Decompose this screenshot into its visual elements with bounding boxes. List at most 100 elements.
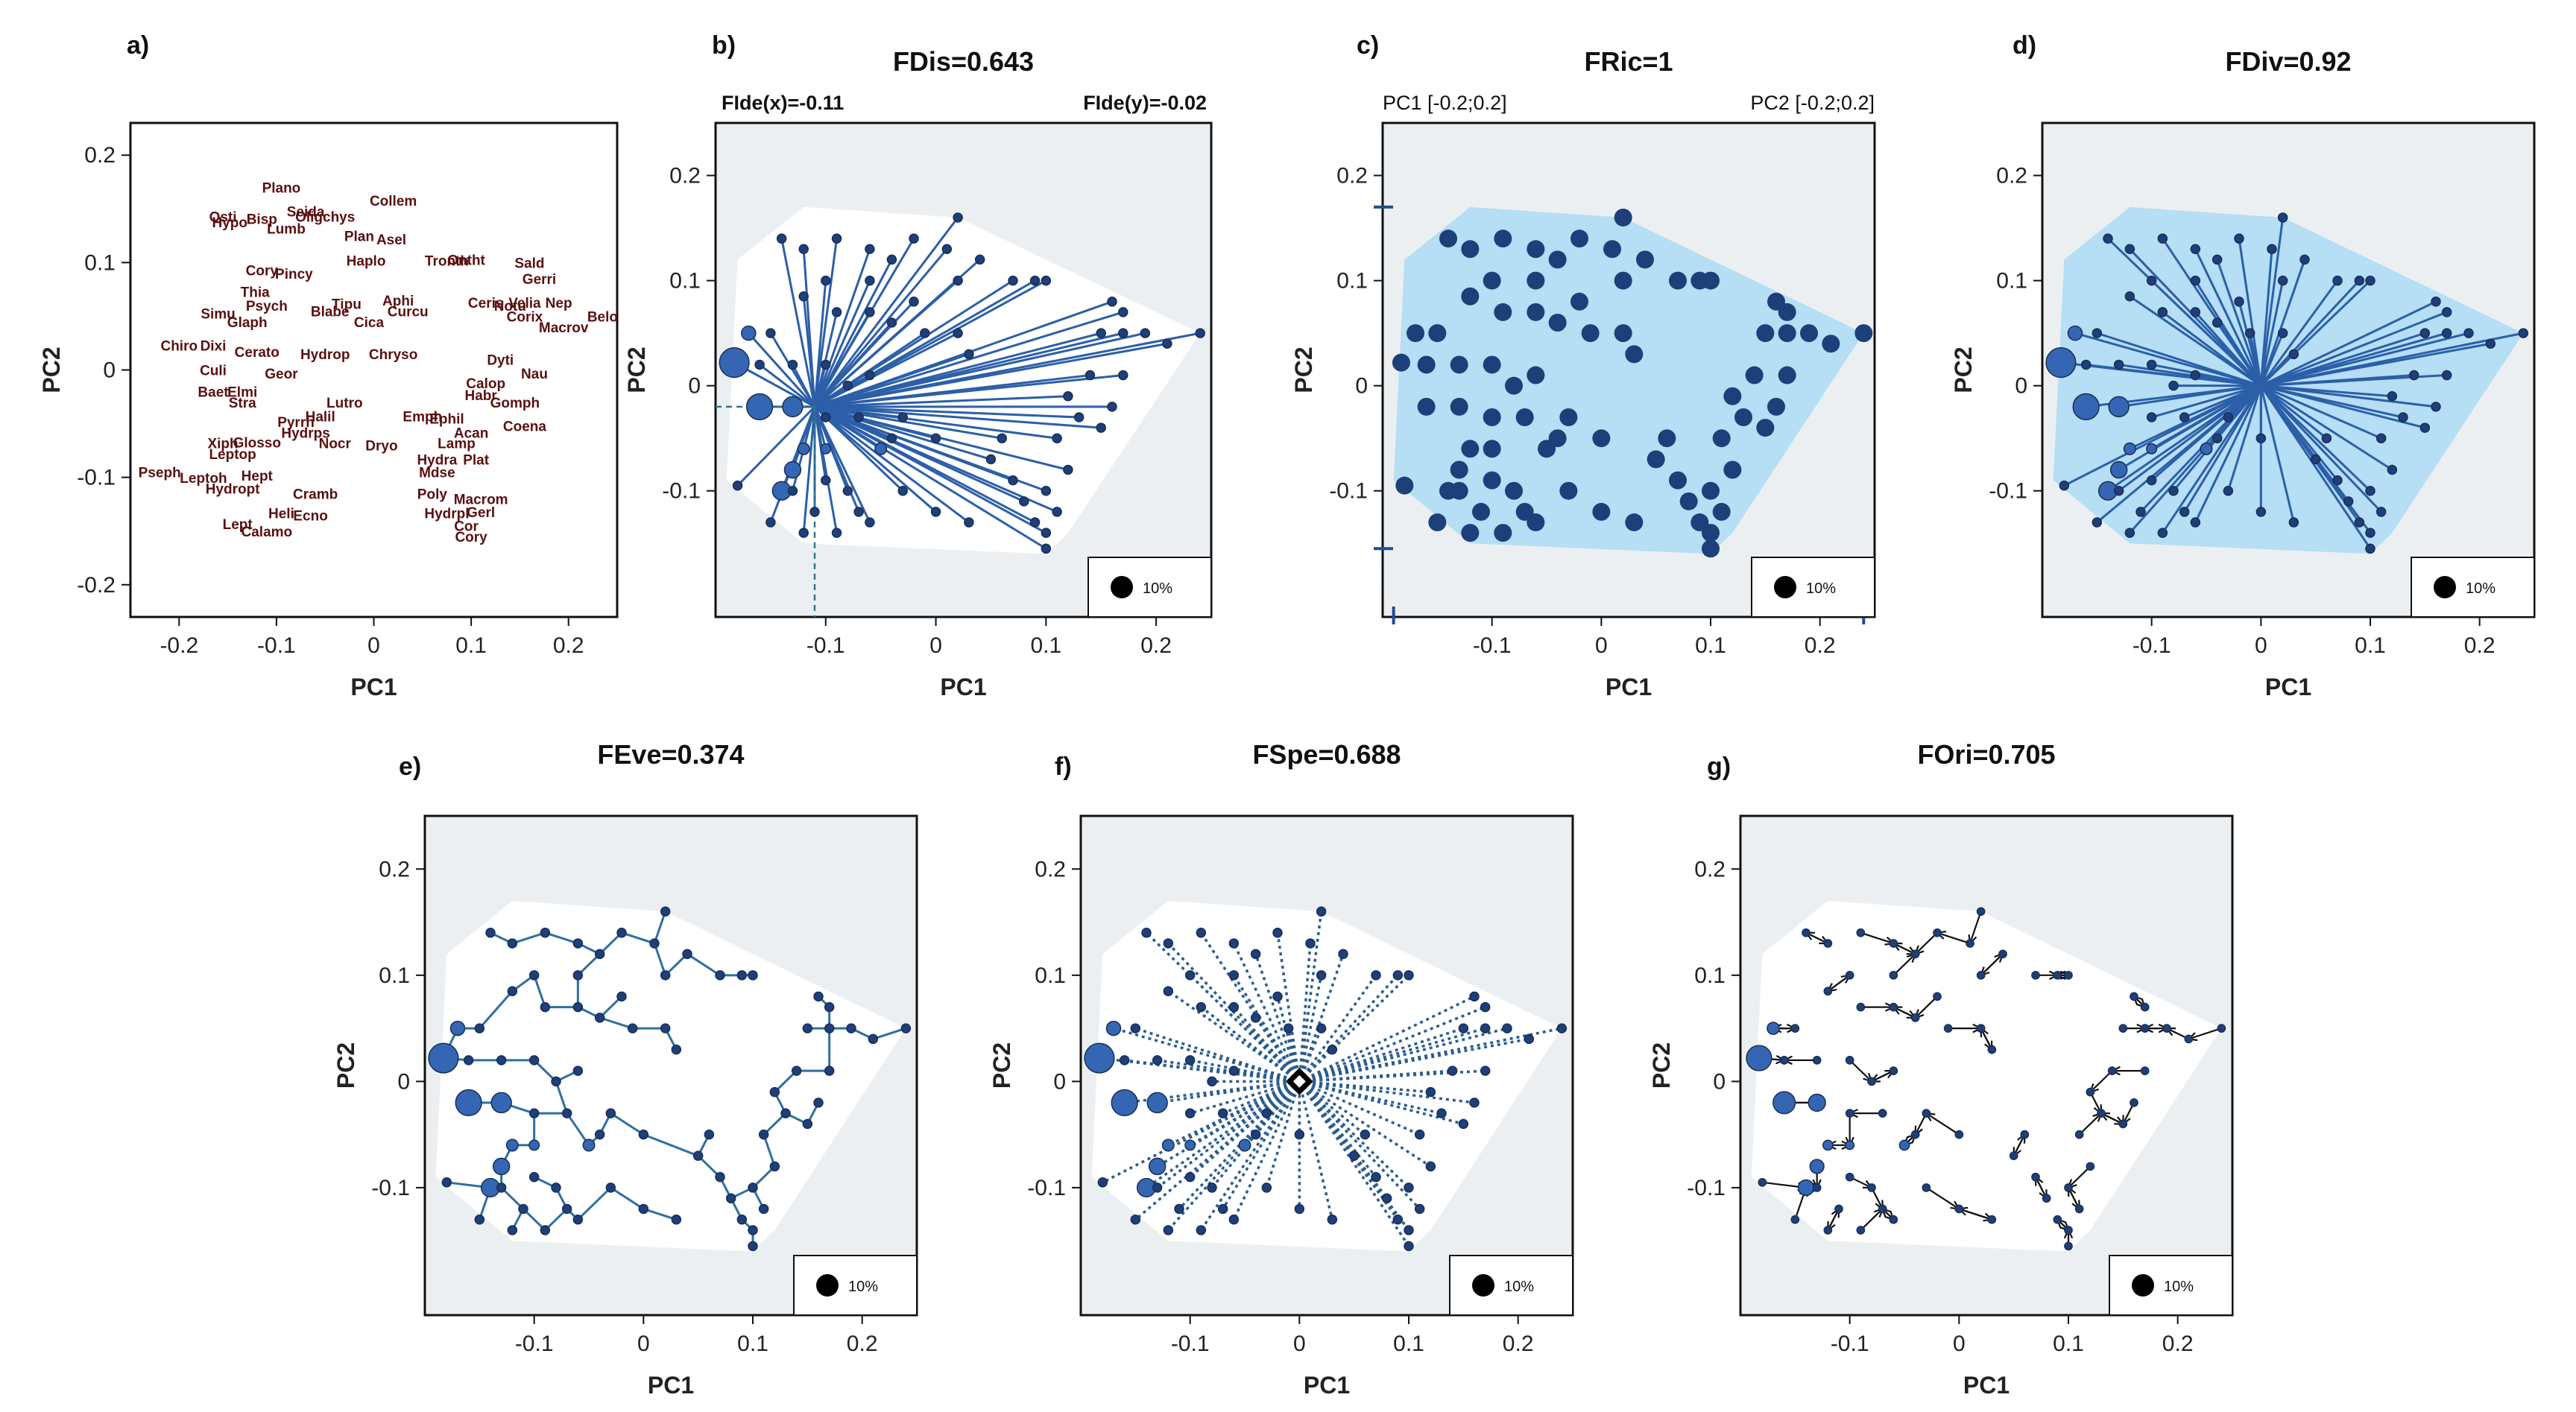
specialization-line xyxy=(1232,1080,1301,1221)
mst-edge xyxy=(599,995,623,1019)
specialization-line xyxy=(1146,1080,1301,1189)
data-point xyxy=(769,1086,780,1098)
data-point xyxy=(2108,396,2130,418)
data-point xyxy=(1702,524,1720,542)
data-point xyxy=(2146,412,2157,422)
data-point xyxy=(769,1161,780,1172)
species-label: Bisp xyxy=(247,212,277,227)
divergence-line xyxy=(2150,384,2262,450)
species-label: Hypo xyxy=(212,215,247,231)
dispersion-line xyxy=(813,311,871,408)
y-axis-label: PC2 xyxy=(1950,346,1977,393)
species-label: Seida xyxy=(287,204,325,220)
data-point xyxy=(748,1241,758,1252)
data-point xyxy=(1414,1129,1425,1140)
data-point xyxy=(1614,208,1632,227)
panel-d: -0.1 0 0.1 0.2 -0.1 0 0.1 0.2 PC1 PC2 d) FDiv=0.92 1… xyxy=(1950,31,2536,700)
species-label: Nocr xyxy=(319,437,352,452)
x-tick-label: 0.2 xyxy=(553,633,584,658)
y-tick-label: 0.1 xyxy=(669,269,701,294)
data-point xyxy=(1447,1066,1458,1076)
species-label: Mdse xyxy=(419,466,455,481)
data-point xyxy=(797,442,810,455)
data-point xyxy=(2518,328,2529,338)
panel-e: -0.1 0 0.1 0.2 -0.1 0 0.1 0.2 PC1 PC2 e) FEve=0.374… xyxy=(332,739,918,1399)
data-point xyxy=(831,528,842,538)
data-point xyxy=(2140,1002,2150,1012)
data-point xyxy=(2441,328,2452,338)
mst-edge xyxy=(533,1059,558,1083)
data-point xyxy=(1272,991,1283,1002)
y-axis-label: PC2 xyxy=(38,346,65,393)
divergence-line xyxy=(2118,384,2262,492)
specialization-line xyxy=(1113,1027,1300,1083)
data-point xyxy=(1966,939,1974,948)
divergence-line xyxy=(2260,300,2437,387)
specialization-line xyxy=(1298,1080,1464,1126)
originality-arrow xyxy=(1827,974,1851,992)
data-point xyxy=(1778,366,1796,384)
divergence-line xyxy=(2260,384,2393,471)
data-point xyxy=(1878,1204,1887,1214)
species-label: Haplo xyxy=(347,254,386,270)
centroid-marker-inner xyxy=(1292,1074,1306,1088)
species-label: Nau xyxy=(521,367,548,382)
data-point xyxy=(496,1183,507,1193)
specialization-line xyxy=(1298,1080,1421,1210)
data-point xyxy=(824,1066,835,1076)
legend-label: 10% xyxy=(1143,580,1172,597)
dispersion-line xyxy=(802,406,816,534)
data-point xyxy=(2045,347,2077,379)
data-point xyxy=(2124,291,2135,302)
x-tick-label: 0.2 xyxy=(2464,633,2496,658)
species-label: Baet xyxy=(198,385,229,401)
data-point xyxy=(1559,408,1578,426)
specialization-line xyxy=(1199,1080,1301,1231)
data-point xyxy=(507,938,518,949)
dispersion-line xyxy=(814,405,1102,429)
data-point xyxy=(540,1225,551,1235)
data-point xyxy=(1118,328,1128,338)
x-tick-label: 0.1 xyxy=(1695,633,1726,658)
originality-arrow xyxy=(1892,953,1916,976)
data-point xyxy=(1954,1130,1964,1139)
mst-edge xyxy=(643,1208,677,1221)
divergence-line xyxy=(2194,248,2262,387)
data-point xyxy=(2042,1194,2051,1203)
data-point xyxy=(1184,1108,1196,1118)
data-point xyxy=(2140,1024,2150,1033)
data-point xyxy=(1146,1092,1168,1114)
dispersion-line xyxy=(813,280,827,408)
y-axis-label: PC2 xyxy=(332,1042,359,1089)
data-point xyxy=(1702,481,1720,500)
species-label: Dixi xyxy=(201,339,227,355)
data-point xyxy=(2288,349,2299,360)
panel-title: FDiv=0.92 xyxy=(2225,46,2351,77)
dispersion-line xyxy=(813,279,871,408)
data-point xyxy=(1407,324,1424,343)
mst-edge xyxy=(621,931,655,945)
data-point xyxy=(1933,992,1942,1001)
data-point xyxy=(455,1089,482,1117)
specialization-line xyxy=(1298,995,1475,1083)
data-point xyxy=(953,212,963,223)
y-tick-label: -0.1 xyxy=(1027,1176,1066,1200)
data-point xyxy=(2332,275,2343,286)
y-tick-label: 0 xyxy=(1713,1069,1726,1094)
dispersion-line xyxy=(814,332,1146,408)
x-tick-label: 0 xyxy=(367,633,380,658)
mst-edge xyxy=(610,1186,645,1210)
data-point xyxy=(1272,928,1283,938)
specialization-line xyxy=(1298,975,1323,1082)
data-point xyxy=(1636,250,1654,269)
divergence-line xyxy=(2249,332,2262,386)
panel-c: -0.1 0 0.1 0.2 -0.1 0 0.1 0.2 PC1 PC2 c) FRic=1 PC1 … xyxy=(1290,31,1876,700)
species-label: Poly xyxy=(417,487,448,502)
data-point xyxy=(1480,1023,1491,1033)
data-point xyxy=(1505,376,1523,395)
data-point xyxy=(2431,402,2441,412)
species-label: Leptop xyxy=(209,447,256,463)
data-point xyxy=(2113,359,2124,370)
data-point xyxy=(736,970,748,981)
